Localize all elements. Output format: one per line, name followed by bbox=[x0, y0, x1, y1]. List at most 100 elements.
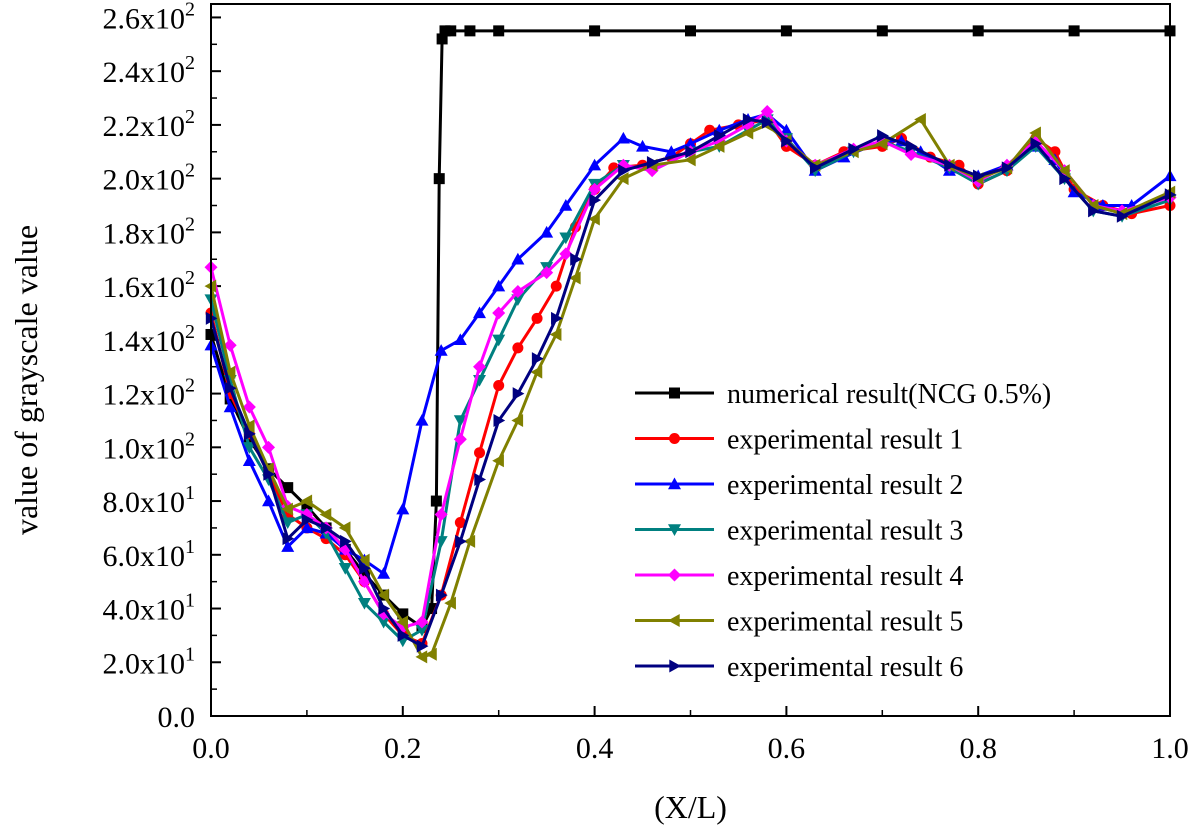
data-point bbox=[1030, 137, 1043, 151]
data-point bbox=[809, 161, 822, 175]
x-tick-label: 0.6 bbox=[768, 732, 806, 765]
data-point bbox=[377, 588, 389, 602]
series-line bbox=[209, 110, 1171, 629]
data-point bbox=[340, 534, 352, 548]
data-point bbox=[281, 517, 295, 530]
data-point bbox=[223, 338, 237, 352]
data-point bbox=[377, 567, 391, 579]
y-tick-label: 2.6x102 bbox=[103, 0, 196, 35]
tick-labels: 0.0 0.2 0.4 0.6 0.8 1.0 0.0 2.0x101 4.0x101 6.0x1… bbox=[103, 0, 1189, 765]
legend-label: experimental result 6 bbox=[727, 652, 963, 683]
y-tick-label: 6.0x101 bbox=[103, 536, 196, 573]
data-point bbox=[397, 628, 410, 642]
data-point bbox=[760, 104, 774, 118]
legend-label: experimental result 5 bbox=[727, 607, 963, 638]
y-tick-label: 4.0x101 bbox=[103, 590, 196, 627]
data-point bbox=[493, 25, 505, 37]
data-point bbox=[742, 113, 755, 127]
data-point bbox=[848, 142, 861, 156]
legend-label: numerical result(NCG 0.5%) bbox=[727, 379, 1051, 410]
data-point bbox=[493, 413, 506, 427]
data-point bbox=[531, 352, 544, 366]
data-point bbox=[712, 139, 725, 153]
legend-marker bbox=[668, 568, 681, 582]
data-point bbox=[415, 650, 428, 664]
x-axis-title: (X/L) bbox=[654, 789, 727, 825]
data-point bbox=[492, 454, 504, 468]
series-6 bbox=[205, 113, 1177, 653]
data-point bbox=[454, 517, 466, 529]
data-point bbox=[262, 494, 276, 507]
x-tick-label: 1.0 bbox=[1151, 732, 1189, 765]
data-point bbox=[685, 145, 697, 159]
data-point bbox=[453, 432, 467, 446]
y-tick-label: 0.0 bbox=[158, 701, 196, 734]
data-point bbox=[224, 381, 237, 395]
y-tick-label: 2.0x101 bbox=[103, 643, 196, 680]
data-point bbox=[338, 563, 352, 575]
legend-item: experimental result 5 bbox=[635, 607, 963, 638]
legend-marker bbox=[668, 477, 681, 490]
data-point bbox=[944, 158, 956, 172]
data-point bbox=[242, 419, 255, 433]
legend-label: experimental result 4 bbox=[727, 561, 963, 592]
data-point bbox=[434, 344, 448, 356]
data-point bbox=[589, 193, 602, 207]
data-point bbox=[875, 137, 888, 151]
data-point bbox=[463, 534, 476, 548]
data-point bbox=[530, 365, 543, 379]
legend-label: experimental result 2 bbox=[727, 470, 963, 501]
legend-marker bbox=[669, 659, 681, 673]
data-point bbox=[551, 311, 563, 325]
data-point bbox=[474, 473, 487, 487]
data-point bbox=[358, 568, 370, 580]
y-axis-title: value of grayscale value bbox=[8, 225, 44, 535]
y-tick-label: 1.0x102 bbox=[103, 428, 196, 465]
data-point bbox=[684, 153, 696, 167]
legend-item: experimental result 4 bbox=[635, 561, 963, 592]
data-point bbox=[570, 252, 582, 266]
data-point bbox=[242, 400, 256, 414]
data-point bbox=[436, 33, 448, 45]
data-point bbox=[455, 534, 467, 548]
data-point bbox=[263, 467, 276, 481]
data-point bbox=[301, 500, 313, 512]
data-point bbox=[914, 113, 926, 127]
data-point bbox=[396, 502, 410, 515]
data-point bbox=[433, 173, 445, 185]
series-line bbox=[209, 112, 1171, 576]
data-point bbox=[559, 232, 573, 245]
legend-item: experimental result 2 bbox=[635, 470, 963, 501]
y-tick-label: 2.0x102 bbox=[103, 160, 196, 197]
data-point bbox=[378, 602, 391, 616]
axis-ticks bbox=[210, 16, 1171, 717]
data-point bbox=[359, 561, 371, 575]
data-point bbox=[444, 596, 456, 610]
data-point bbox=[473, 306, 487, 319]
y-tick-label: 1.8x102 bbox=[103, 213, 196, 250]
data-point bbox=[646, 156, 659, 170]
data-point bbox=[416, 639, 429, 653]
series-line bbox=[209, 118, 1171, 648]
data-point bbox=[435, 588, 448, 602]
data-point bbox=[636, 139, 650, 152]
data-point bbox=[281, 540, 295, 552]
data-point bbox=[464, 25, 476, 37]
legend-item: experimental result 6 bbox=[635, 652, 963, 683]
data-point bbox=[242, 454, 256, 466]
data-point bbox=[589, 25, 601, 37]
data-point bbox=[377, 616, 391, 629]
data-point bbox=[779, 123, 793, 136]
data-point bbox=[434, 507, 448, 521]
data-point bbox=[425, 647, 437, 661]
data-point bbox=[1088, 204, 1100, 218]
y-tick-label: 2.4x102 bbox=[103, 52, 196, 89]
data-point bbox=[531, 312, 543, 324]
data-point bbox=[244, 427, 256, 441]
data-point bbox=[550, 280, 562, 292]
data-point bbox=[511, 284, 525, 298]
data-point bbox=[301, 513, 314, 527]
data-point bbox=[320, 521, 333, 535]
plot-frame bbox=[210, 3, 1171, 717]
data-point bbox=[877, 129, 889, 143]
